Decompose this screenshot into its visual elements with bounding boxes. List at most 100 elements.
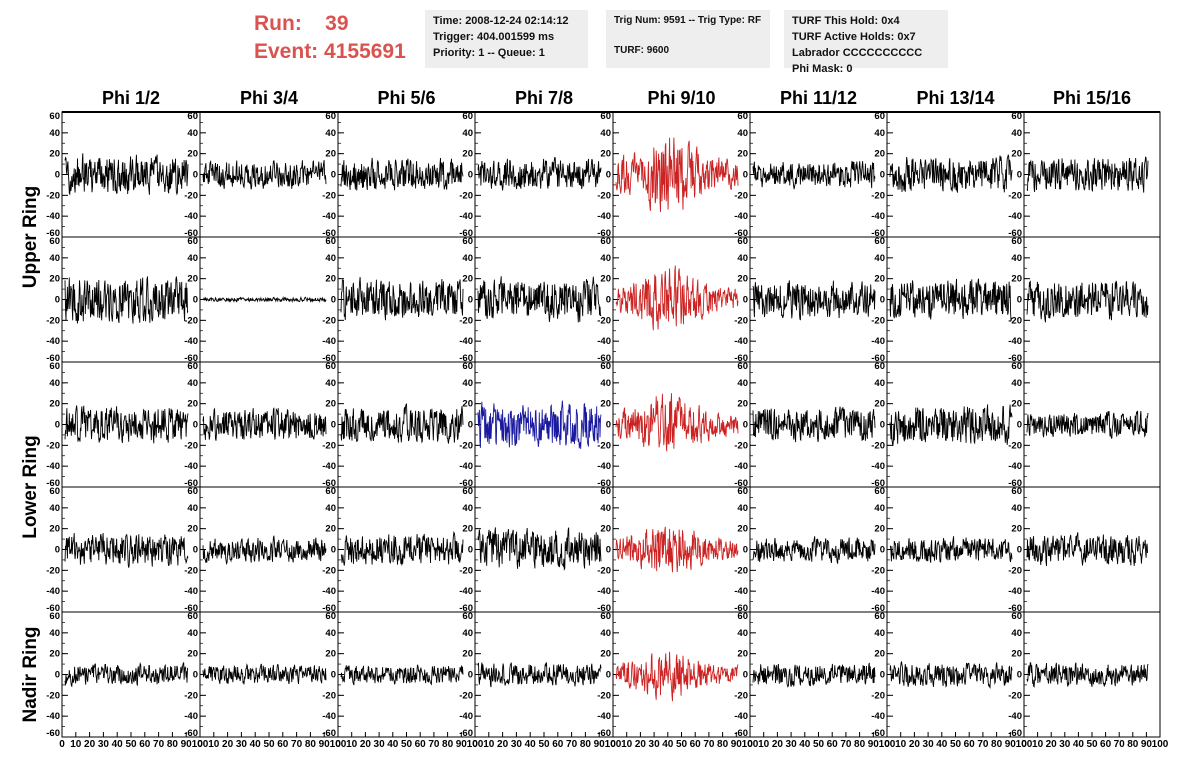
y-tick-label: 60 bbox=[49, 236, 60, 247]
y-tick-label: -60 bbox=[184, 228, 198, 239]
y-tick-label: 20 bbox=[1011, 149, 1022, 160]
y-tick-label: -20 bbox=[597, 190, 611, 201]
turf-hold-text: TURF This Hold: 0x4 bbox=[792, 15, 900, 27]
waveform-trace bbox=[64, 661, 189, 688]
y-tick-label: 60 bbox=[187, 611, 198, 622]
y-tick-label: 60 bbox=[874, 611, 885, 622]
y-tick-label: -20 bbox=[1008, 440, 1022, 451]
y-tick-label: -40 bbox=[597, 586, 611, 597]
y-tick-label: 0 bbox=[606, 170, 611, 181]
y-tick-label: 40 bbox=[49, 378, 60, 389]
y-tick-label: 0 bbox=[193, 420, 198, 431]
y-tick-label: 40 bbox=[187, 253, 198, 264]
y-tick-label: -40 bbox=[46, 336, 60, 347]
y-tick-label: 40 bbox=[462, 128, 473, 139]
run-row: Run: 39 bbox=[254, 10, 406, 38]
y-tick-label: 20 bbox=[737, 524, 748, 535]
y-tick-label: 0 bbox=[880, 670, 885, 681]
y-tick-label: 20 bbox=[1011, 649, 1022, 660]
y-tick-label: -40 bbox=[184, 586, 198, 597]
time-info-panel: Time: 2008-12-24 02:14:12 Trigger: 404.0… bbox=[425, 10, 588, 68]
y-tick-label: -60 bbox=[46, 353, 60, 364]
y-tick-label: -40 bbox=[459, 461, 473, 472]
y-tick-label: 20 bbox=[187, 649, 198, 660]
waveform-trace bbox=[1026, 661, 1149, 688]
y-tick-label: -20 bbox=[459, 315, 473, 326]
y-tick-label: 20 bbox=[600, 399, 611, 410]
waveform-trace bbox=[477, 156, 602, 191]
y-tick-label: 40 bbox=[1011, 253, 1022, 264]
y-tick-label: 60 bbox=[187, 111, 198, 122]
x-tick-label: 60 bbox=[827, 739, 839, 750]
y-tick-label: -60 bbox=[597, 478, 611, 489]
waveform-trace bbox=[340, 664, 464, 686]
x-tick-label: 10 bbox=[758, 739, 770, 750]
x-tick-label: 70 bbox=[1114, 739, 1126, 750]
waveform-trace bbox=[64, 153, 189, 196]
x-tick-label: 90 bbox=[181, 739, 193, 750]
y-tick-label: 40 bbox=[325, 128, 336, 139]
x-tick-label: 20 bbox=[635, 739, 647, 750]
run-label: Run: bbox=[254, 12, 302, 35]
x-tick-label: 40 bbox=[662, 739, 674, 750]
waveform-trace bbox=[64, 276, 189, 324]
y-tick-label: 60 bbox=[462, 611, 473, 622]
y-tick-label: -60 bbox=[1008, 353, 1022, 364]
panel-frame bbox=[474, 111, 614, 238]
x-tick-label: 20 bbox=[1046, 739, 1058, 750]
y-tick-label: -60 bbox=[459, 603, 473, 614]
x-tick-label: 10 bbox=[483, 739, 495, 750]
y-tick-label: 20 bbox=[462, 524, 473, 535]
y-tick-label: 60 bbox=[874, 111, 885, 122]
x-tick-label: 80 bbox=[717, 739, 729, 750]
y-tick-label: -60 bbox=[1008, 228, 1022, 239]
y-tick-label: 60 bbox=[325, 486, 336, 497]
y-tick-label: 40 bbox=[874, 378, 885, 389]
y-tick-label: -60 bbox=[46, 603, 60, 614]
y-tick-label: -60 bbox=[871, 478, 885, 489]
y-tick-label: 40 bbox=[325, 503, 336, 514]
x-tick-label: 50 bbox=[1086, 739, 1098, 750]
waveform-trace bbox=[64, 532, 189, 568]
y-tick-label: -60 bbox=[46, 728, 60, 739]
y-tick-label: -40 bbox=[734, 586, 748, 597]
y-tick-label: -60 bbox=[597, 603, 611, 614]
y-tick-label: 0 bbox=[1017, 170, 1022, 181]
y-tick-label: 0 bbox=[468, 420, 473, 431]
y-tick-label: 20 bbox=[874, 524, 885, 535]
y-tick-label: -20 bbox=[322, 315, 336, 326]
turf-active-text: TURF Active Holds: 0x7 bbox=[792, 31, 916, 43]
x-tick-label: 80 bbox=[442, 739, 454, 750]
y-tick-label: -20 bbox=[871, 440, 885, 451]
x-tick-label: 100 bbox=[1016, 739, 1033, 750]
x-tick-label: 10 bbox=[70, 739, 82, 750]
y-tick-label: -60 bbox=[322, 228, 336, 239]
x-tick-label: 60 bbox=[690, 739, 702, 750]
y-tick-label: 60 bbox=[325, 236, 336, 247]
y-tick-label: 40 bbox=[49, 503, 60, 514]
x-tick-label: 50 bbox=[263, 739, 275, 750]
y-tick-label: 40 bbox=[1011, 128, 1022, 139]
y-tick-label: 60 bbox=[600, 111, 611, 122]
x-tick-label: 40 bbox=[936, 739, 948, 750]
y-tick-label: -40 bbox=[597, 461, 611, 472]
waveform-trace bbox=[889, 404, 1013, 446]
y-tick-label: -40 bbox=[871, 586, 885, 597]
y-tick-label: 0 bbox=[331, 670, 336, 681]
y-tick-label: 20 bbox=[49, 274, 60, 285]
y-tick-label: 40 bbox=[1011, 628, 1022, 639]
y-tick-label: -60 bbox=[871, 228, 885, 239]
y-tick-label: -60 bbox=[459, 353, 473, 364]
x-tick-label: 30 bbox=[236, 739, 248, 750]
x-tick-label: 40 bbox=[1073, 739, 1085, 750]
column-header-phi: Phi 3/4 bbox=[240, 88, 298, 108]
x-tick-label: 60 bbox=[139, 739, 151, 750]
column-header-phi: Phi 13/14 bbox=[916, 88, 994, 108]
y-tick-label: -40 bbox=[871, 461, 885, 472]
y-tick-label: -20 bbox=[734, 565, 748, 576]
waveform-trace bbox=[889, 661, 1013, 689]
y-tick-label: -40 bbox=[871, 711, 885, 722]
x-tick-label: 10 bbox=[1032, 739, 1044, 750]
y-tick-label: 20 bbox=[737, 399, 748, 410]
y-tick-label: 40 bbox=[187, 128, 198, 139]
